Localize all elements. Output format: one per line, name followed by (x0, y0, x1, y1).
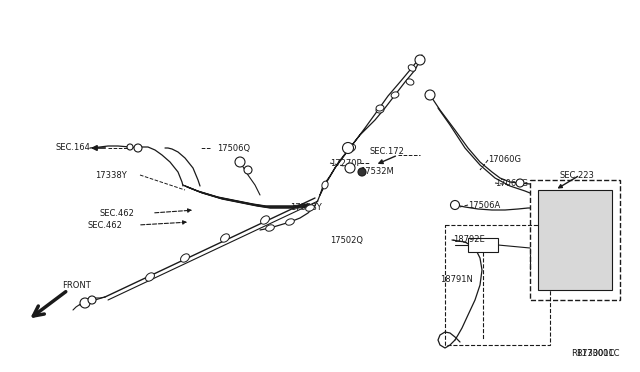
Ellipse shape (348, 144, 356, 151)
Text: 18791N: 18791N (440, 276, 473, 285)
Ellipse shape (408, 65, 416, 71)
Ellipse shape (376, 107, 384, 113)
Circle shape (425, 90, 435, 100)
Text: 17502Q: 17502Q (330, 235, 363, 244)
Text: 17532M: 17532M (360, 167, 394, 176)
Text: SEC.462: SEC.462 (87, 221, 122, 230)
Circle shape (516, 179, 524, 187)
Circle shape (127, 144, 133, 150)
Ellipse shape (221, 234, 230, 242)
Text: SEC.164: SEC.164 (55, 144, 90, 153)
Ellipse shape (417, 57, 424, 64)
Text: SEC.172: SEC.172 (370, 148, 405, 157)
Text: 17506A: 17506A (468, 201, 500, 209)
Circle shape (80, 298, 90, 308)
Ellipse shape (391, 92, 399, 98)
Circle shape (235, 157, 245, 167)
Circle shape (244, 166, 252, 174)
Ellipse shape (376, 105, 384, 111)
Circle shape (415, 55, 425, 65)
Circle shape (88, 296, 96, 304)
Ellipse shape (266, 225, 275, 231)
Text: 18792E: 18792E (453, 235, 484, 244)
Circle shape (358, 168, 366, 176)
Text: SEC.462: SEC.462 (100, 208, 135, 218)
Text: 17338Y: 17338Y (290, 203, 322, 212)
Text: 17338Y: 17338Y (95, 170, 127, 180)
Circle shape (342, 142, 353, 154)
Text: 17506Q: 17506Q (217, 144, 250, 153)
Ellipse shape (145, 273, 154, 281)
Text: R173001C: R173001C (572, 349, 615, 358)
Ellipse shape (260, 216, 269, 224)
Bar (468, 238, 498, 252)
Ellipse shape (180, 254, 189, 262)
Text: 17060G: 17060G (488, 155, 521, 164)
Text: FRONT: FRONT (62, 280, 91, 289)
Text: 17060G: 17060G (495, 179, 528, 187)
Text: SEC.223: SEC.223 (560, 170, 595, 180)
Text: 17270P: 17270P (330, 158, 362, 167)
Ellipse shape (285, 219, 294, 225)
Bar (445, 225, 550, 345)
Bar (530, 180, 620, 300)
Circle shape (345, 163, 355, 173)
Text: R173001C: R173001C (577, 349, 620, 358)
Ellipse shape (306, 205, 314, 211)
Ellipse shape (322, 181, 328, 189)
Ellipse shape (406, 79, 414, 85)
Bar (538, 190, 612, 290)
Circle shape (134, 144, 142, 152)
Circle shape (451, 201, 460, 209)
